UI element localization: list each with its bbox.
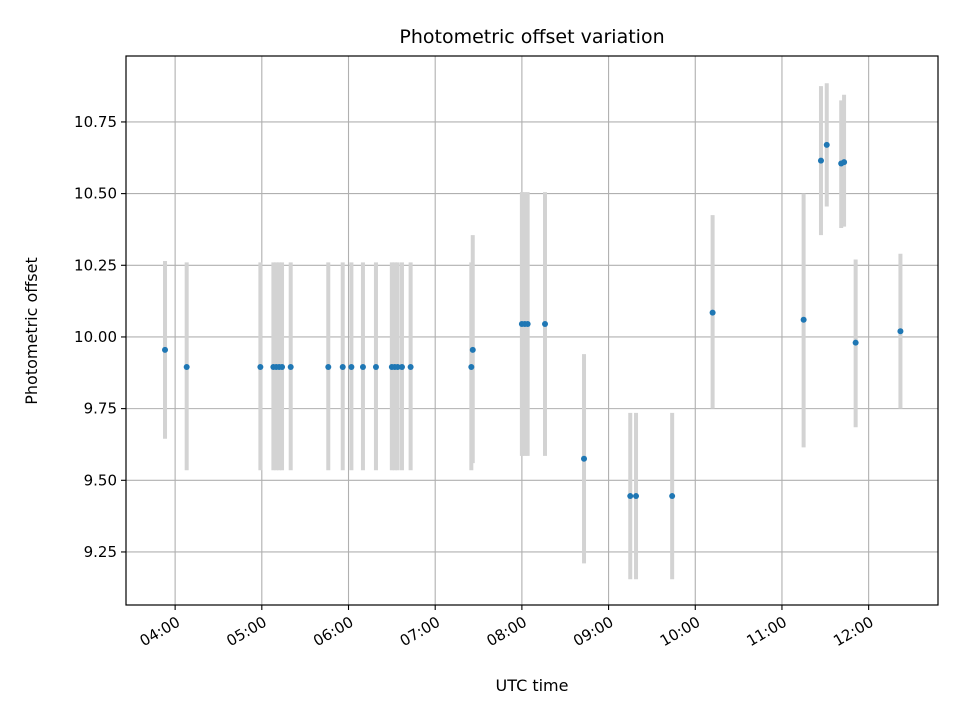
y-tick-label: 9.25 [84,543,117,561]
data-point [823,141,830,148]
data-point [709,309,716,316]
data-point [524,321,531,328]
data-point [669,493,676,500]
y-tick-label: 10.75 [74,113,117,131]
y-tick-label: 9.75 [84,400,117,418]
data-point [407,364,414,371]
data-points [162,141,904,500]
data-point [581,455,588,462]
data-point [468,364,475,371]
data-point [817,157,824,164]
data-point [372,364,379,371]
y-tick-label: 10.50 [74,185,117,203]
y-axis-ticks: 9.25 9.50 9.75 10.00 10.25 10.50 10.75 [74,113,126,561]
data-point [542,321,549,328]
data-point [257,364,264,371]
x-axis-label: UTC time [496,676,569,695]
y-tick-label: 10.25 [74,256,117,274]
data-point [287,364,294,371]
data-point [162,346,169,353]
data-point [394,364,401,371]
y-tick-label: 9.50 [84,471,117,489]
data-point [279,364,286,371]
data-point [183,364,190,371]
data-point [325,364,332,371]
plot-area-frame [125,55,939,606]
data-point [633,493,640,500]
data-point [841,159,848,166]
y-axis-label: Photometric offset [22,257,41,405]
data-point [469,346,476,353]
data-point [627,493,634,500]
data-point [398,364,405,371]
data-point [339,364,346,371]
data-point [359,364,366,371]
data-point [348,364,355,371]
data-point [852,339,859,346]
chart-title: Photometric offset variation [399,26,664,48]
data-point [800,316,807,323]
data-point [897,328,904,335]
y-tick-label: 10.00 [74,328,117,346]
